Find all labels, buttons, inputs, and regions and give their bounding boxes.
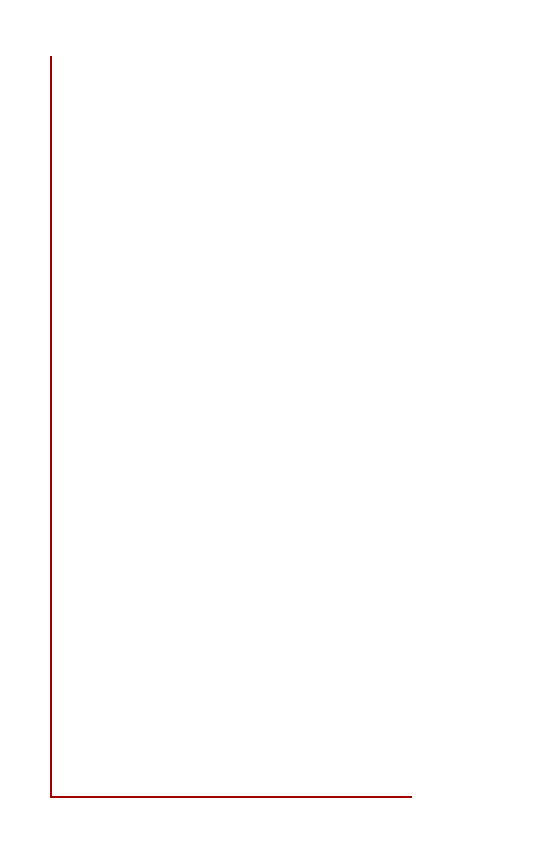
spectrogram-plot — [50, 56, 412, 798]
seismogram-canvas — [460, 56, 540, 796]
plot-subheader — [0, 4, 552, 12]
spectrogram-canvas — [52, 56, 412, 796]
seismogram-panel — [460, 56, 540, 796]
